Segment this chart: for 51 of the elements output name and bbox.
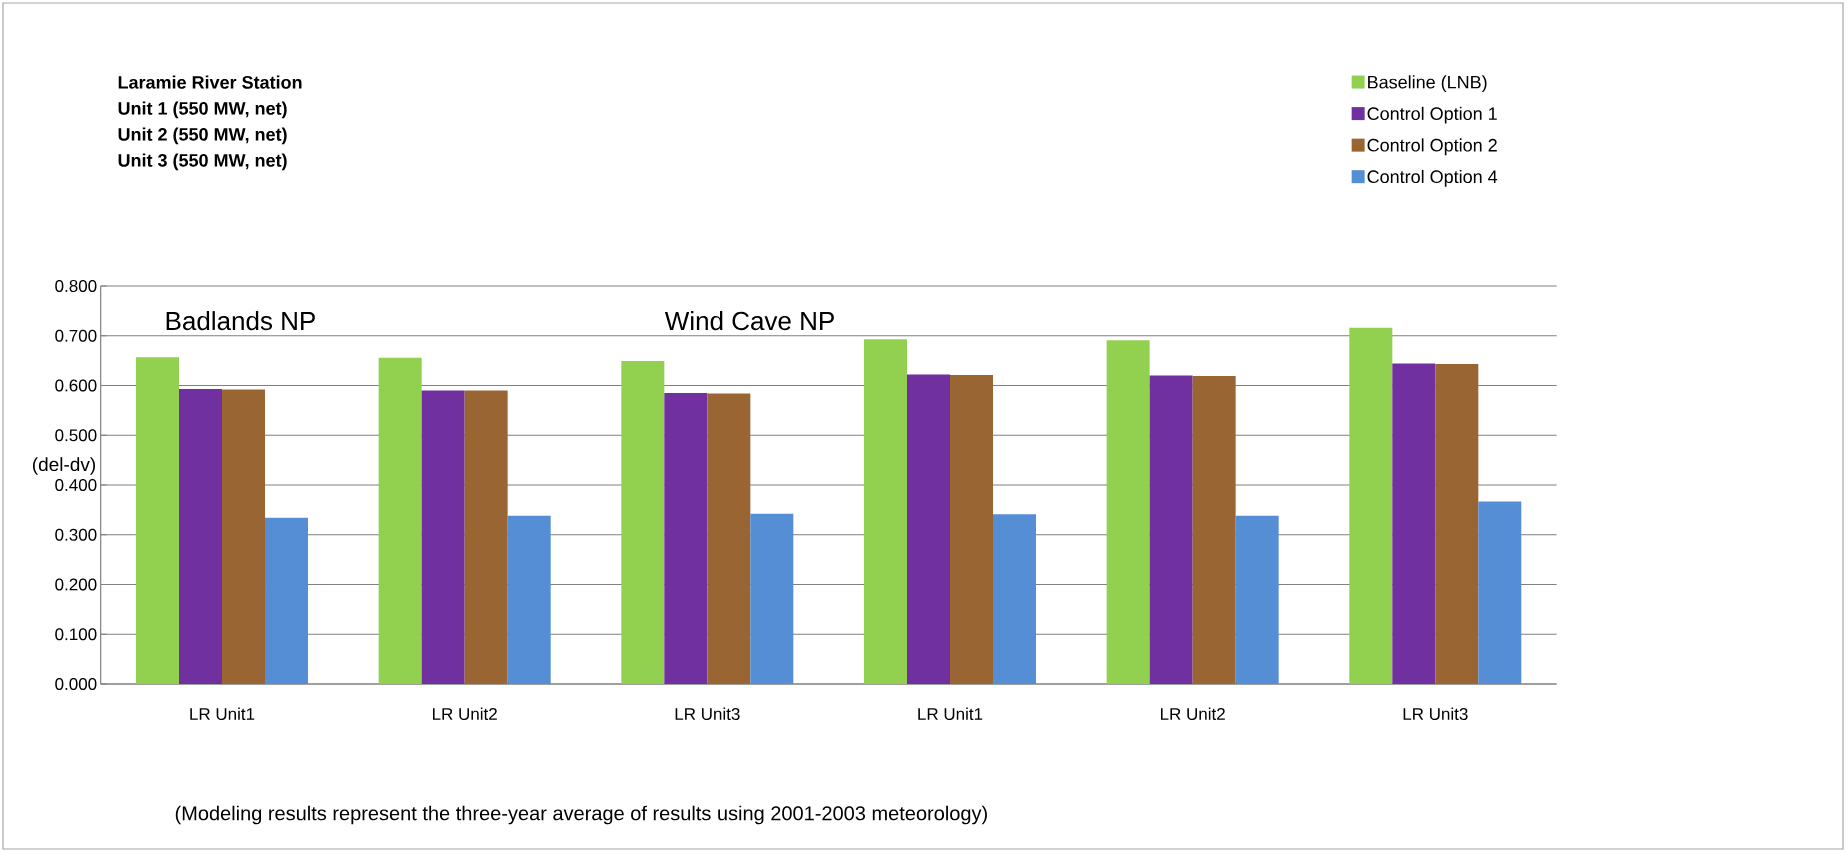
bar [1106, 340, 1150, 684]
legend-label: Baseline (LNB) [1368, 75, 1487, 93]
bar [864, 339, 907, 684]
y-tick-label: 0.100 [55, 628, 97, 641]
annotation: Wind Cave NP [664, 311, 834, 331]
x-tick-label: LR Unit1 [918, 707, 983, 721]
legend-label: Control Option 1 [1367, 106, 1497, 124]
bar [136, 357, 180, 684]
bar [907, 374, 950, 684]
x-tick-label: LR Unit1 [190, 707, 255, 721]
text: Unit 3 (550 MW, net) [118, 153, 287, 171]
legend-label: Control Option 2 [1367, 138, 1497, 156]
y-tick-label: 0.000 [55, 677, 97, 691]
x-tick-label: LR Unit2 [1160, 707, 1225, 721]
bar [707, 393, 751, 684]
text: Unit 2 (550 MW, net) [118, 127, 287, 145]
bar [1192, 376, 1236, 684]
bar [507, 515, 551, 684]
y-tick-label: 0.700 [55, 329, 97, 342]
annotation: Badlands NP [166, 311, 315, 331]
bar [464, 390, 508, 684]
x-tick-label: LR Unit3 [675, 707, 740, 721]
bar [1349, 327, 1393, 684]
bar [993, 514, 1036, 684]
y-tick-label: 0.200 [55, 578, 97, 591]
y-tick-label: 0.800 [55, 279, 97, 293]
bar [621, 361, 665, 684]
y-axis-title: (del-dv) [32, 457, 96, 475]
bar [378, 357, 422, 684]
text: Unit 1 (550 MW, net) [118, 101, 287, 119]
bar [1435, 364, 1479, 684]
chart-title: Laramie River Station [118, 75, 302, 89]
bar [1149, 375, 1193, 684]
bar [1478, 501, 1522, 684]
y-tick-label: 0.500 [55, 429, 97, 442]
bar [1392, 363, 1436, 684]
bar [1235, 515, 1279, 684]
bar [179, 388, 223, 684]
x-tick-label: LR Unit2 [432, 707, 497, 721]
bar [664, 392, 708, 684]
bar [265, 517, 309, 684]
bar [950, 375, 993, 684]
y-tick-label: 0.300 [55, 528, 97, 541]
bar [421, 390, 465, 684]
x-tick-label: LR Unit3 [1403, 707, 1468, 721]
y-tick-label: 0.400 [55, 478, 97, 492]
text: (Modeling results represent the three-year average of results using 2001-2003 meteorology) [175, 805, 987, 825]
legend-label: Control Option 4 [1367, 169, 1498, 187]
y-tick-label: 0.600 [55, 379, 97, 392]
bar [222, 389, 266, 684]
bar [750, 513, 794, 684]
